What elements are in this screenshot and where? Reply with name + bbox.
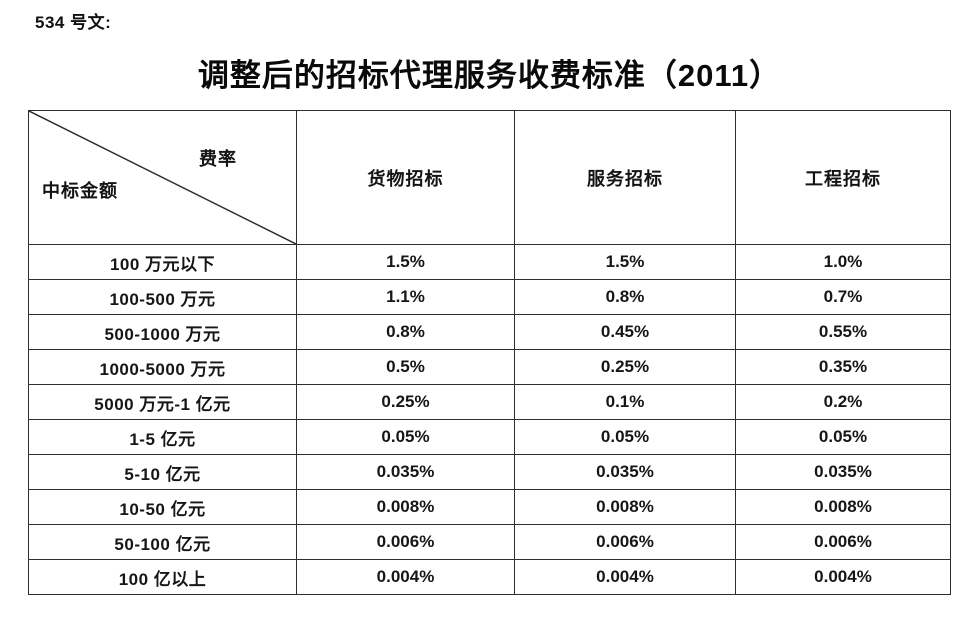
table-cell: 1.5% (514, 244, 736, 280)
table-cell: 0.05% (296, 419, 515, 455)
table-cell: 0.004% (514, 559, 736, 595)
row-label: 5000 万元-1 亿元 (28, 384, 297, 420)
table-cell: 1.1% (296, 279, 515, 315)
table-cell: 0.05% (514, 419, 736, 455)
table-row: 100 万元以下 1.5% 1.5% 1.0% (28, 244, 951, 280)
table-row: 500-1000 万元 0.8% 0.45% 0.55% (28, 314, 951, 350)
table-cell: 0.006% (296, 524, 515, 560)
column-header-services: 服务招标 (514, 110, 736, 245)
diagonal-divider-line (29, 111, 296, 244)
table-cell: 0.8% (514, 279, 736, 315)
table-row: 10-50 亿元 0.008% 0.008% 0.008% (28, 489, 951, 525)
column-header-engineering: 工程招标 (735, 110, 951, 245)
table-cell: 0.2% (735, 384, 951, 420)
table-row: 50-100 亿元 0.006% 0.006% 0.006% (28, 524, 951, 560)
table-cell: 0.05% (735, 419, 951, 455)
fee-standards-table: 费率 中标金额 货物招标 服务招标 工程招标 100 万元以下 1.5% 1.5… (28, 110, 951, 595)
diagonal-corner-cell: 费率 中标金额 (28, 110, 297, 245)
table-cell: 0.004% (296, 559, 515, 595)
table-cell: 1.0% (735, 244, 951, 280)
table-cell: 1.5% (296, 244, 515, 280)
row-label: 5-10 亿元 (28, 454, 297, 490)
table-row: 1-5 亿元 0.05% 0.05% 0.05% (28, 419, 951, 455)
table-cell: 0.008% (296, 489, 515, 525)
row-label: 100 亿以上 (28, 559, 297, 595)
row-label: 500-1000 万元 (28, 314, 297, 350)
row-label: 100-500 万元 (28, 279, 297, 315)
table-cell: 0.008% (514, 489, 736, 525)
corner-label-bid-amount: 中标金额 (42, 181, 118, 201)
table-row: 100 亿以上 0.004% 0.004% 0.004% (28, 559, 951, 595)
table-row: 100-500 万元 1.1% 0.8% 0.7% (28, 279, 951, 315)
corner-label-rate: 费率 (199, 149, 237, 169)
table-cell: 0.1% (514, 384, 736, 420)
table-cell: 0.35% (735, 349, 951, 385)
table-cell: 0.25% (514, 349, 736, 385)
table-row: 1000-5000 万元 0.5% 0.25% 0.35% (28, 349, 951, 385)
table-cell: 0.25% (296, 384, 515, 420)
table-row: 5-10 亿元 0.035% 0.035% 0.035% (28, 454, 951, 490)
table-cell: 0.45% (514, 314, 736, 350)
table-cell: 0.006% (735, 524, 951, 560)
table-cell: 0.5% (296, 349, 515, 385)
row-label: 1000-5000 万元 (28, 349, 297, 385)
table-cell: 0.8% (296, 314, 515, 350)
table-header-row: 费率 中标金额 货物招标 服务招标 工程招标 (28, 110, 951, 245)
doc-reference-label: 534 号文: (35, 13, 112, 32)
page-title: 调整后的招标代理服务收费标准（2011） (197, 58, 782, 93)
row-label: 50-100 亿元 (28, 524, 297, 560)
table-cell: 0.035% (514, 454, 736, 490)
row-label: 100 万元以下 (28, 244, 297, 280)
table-cell: 0.008% (735, 489, 951, 525)
table-cell: 0.035% (296, 454, 515, 490)
row-label: 10-50 亿元 (28, 489, 297, 525)
table-cell: 0.004% (735, 559, 951, 595)
table-cell: 0.7% (735, 279, 951, 315)
table-cell: 0.55% (735, 314, 951, 350)
table-cell: 0.006% (514, 524, 736, 560)
table-cell: 0.035% (735, 454, 951, 490)
column-header-goods: 货物招标 (296, 110, 515, 245)
table-row: 5000 万元-1 亿元 0.25% 0.1% 0.2% (28, 384, 951, 420)
row-label: 1-5 亿元 (28, 419, 297, 455)
